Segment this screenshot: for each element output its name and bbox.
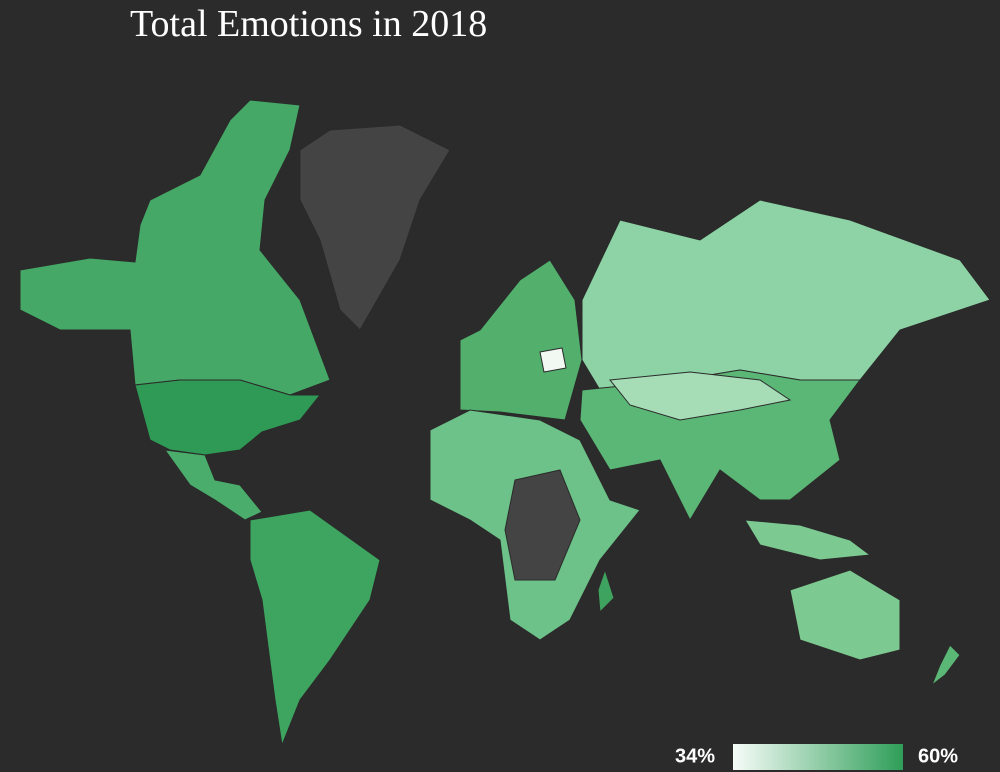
canada-alaska <box>19 99 331 396</box>
legend-min-label: 34% <box>675 745 715 767</box>
map-title: Total Emotions in 2018 <box>130 3 487 45</box>
central-africa <box>504 469 581 581</box>
central-america <box>163 449 263 521</box>
south-america <box>249 509 381 747</box>
belarus <box>539 347 567 373</box>
legend-max-label: 60% <box>918 745 958 767</box>
indonesia <box>744 519 872 561</box>
new-zealand <box>930 644 961 687</box>
greenland <box>299 124 451 331</box>
madagascar <box>597 568 615 614</box>
australia <box>789 569 901 661</box>
legend-gradient <box>733 744 903 770</box>
central-asia <box>609 371 792 421</box>
united-states <box>134 379 322 456</box>
